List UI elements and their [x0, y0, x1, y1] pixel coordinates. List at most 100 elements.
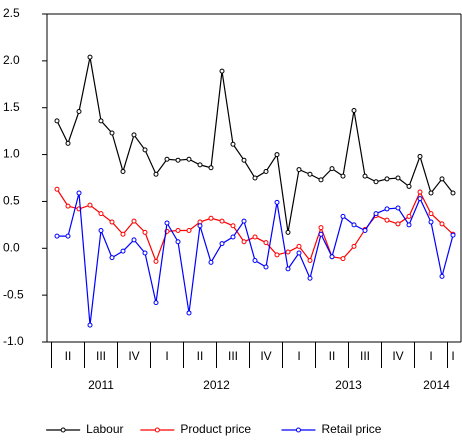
data-point: [87, 322, 93, 328]
data-point: [351, 243, 357, 249]
year-label: 2013: [335, 378, 362, 392]
data-point: [54, 233, 60, 239]
data-point: [428, 219, 434, 225]
data-point: [395, 221, 401, 227]
legend-label: Retail price: [321, 422, 381, 436]
legend-marker: [295, 427, 301, 433]
data-point: [208, 215, 214, 221]
data-point: [406, 222, 412, 228]
data-point: [351, 108, 357, 114]
data-point: [395, 175, 401, 181]
x-tick-label: I: [429, 349, 432, 363]
x-tick-label: II: [65, 349, 72, 363]
data-point: [142, 147, 148, 153]
data-point: [384, 217, 390, 223]
y-tick-label: 1.0: [3, 147, 20, 161]
data-point: [131, 132, 137, 138]
x-tick-label: I: [165, 349, 168, 363]
data-point: [76, 108, 82, 114]
data-point: [87, 202, 93, 208]
data-point: [241, 218, 247, 224]
data-point: [197, 162, 203, 168]
data-point: [164, 156, 170, 162]
data-point: [428, 211, 434, 217]
data-point: [54, 118, 60, 124]
data-point: [373, 211, 379, 217]
data-point: [120, 168, 126, 174]
data-point: [395, 205, 401, 211]
data-point: [340, 173, 346, 179]
x-tick-label: III: [96, 349, 106, 363]
y-tick-label: 1.5: [3, 100, 20, 114]
data-point: [296, 243, 302, 249]
data-point: [384, 206, 390, 212]
year-label: 2012: [203, 378, 230, 392]
data-point: [230, 223, 236, 229]
data-point: [241, 157, 247, 163]
data-point: [208, 259, 214, 265]
data-point: [230, 141, 236, 147]
data-point: [252, 257, 258, 263]
data-point: [263, 240, 269, 246]
legend-marker: [60, 427, 66, 433]
data-point: [296, 250, 302, 256]
data-point: [274, 199, 280, 205]
data-point: [230, 234, 236, 240]
data-point: [263, 264, 269, 270]
data-point: [439, 273, 445, 279]
data-point: [318, 231, 324, 237]
x-tick-label: I: [451, 349, 454, 363]
y-tick-label: 0.0: [3, 240, 20, 254]
data-point: [362, 173, 368, 179]
data-point: [307, 171, 313, 177]
data-point: [362, 227, 368, 233]
data-point: [120, 248, 126, 254]
data-point: [186, 156, 192, 162]
data-point: [175, 227, 181, 233]
x-tick-label: IV: [260, 349, 271, 363]
data-point: [65, 203, 71, 209]
data-point: [54, 186, 60, 192]
data-point: [351, 222, 357, 228]
x-tick-label: II: [329, 349, 336, 363]
data-point: [197, 223, 203, 229]
data-point: [153, 258, 159, 264]
data-point: [175, 157, 181, 163]
data-point: [153, 300, 159, 306]
data-point: [252, 234, 258, 240]
x-tick-label: I: [297, 349, 300, 363]
year-label: 2014: [423, 378, 450, 392]
data-point: [98, 211, 104, 217]
data-point: [208, 165, 214, 171]
data-point: [417, 189, 423, 195]
data-point: [164, 220, 170, 226]
y-tick-label: 2.5: [3, 6, 20, 20]
data-point: [307, 275, 313, 281]
data-point: [307, 257, 313, 263]
data-point: [175, 239, 181, 245]
data-point: [329, 166, 335, 172]
data-point: [340, 213, 346, 219]
data-point: [417, 196, 423, 202]
data-point: [76, 190, 82, 196]
data-point: [219, 241, 225, 247]
x-tick-label: III: [360, 349, 370, 363]
data-point: [285, 266, 291, 272]
data-point: [329, 254, 335, 260]
x-tick-label: IV: [392, 349, 403, 363]
data-point: [131, 237, 137, 243]
data-point: [373, 179, 379, 185]
data-point: [406, 213, 412, 219]
data-point: [241, 239, 247, 245]
data-point: [428, 190, 434, 196]
data-point: [417, 153, 423, 159]
data-point: [98, 227, 104, 233]
data-point: [285, 249, 291, 255]
data-point: [109, 255, 115, 261]
legend-label: Product price: [180, 422, 251, 436]
y-tick-label: -1.0: [3, 334, 24, 348]
data-point: [285, 229, 291, 235]
data-point: [65, 140, 71, 146]
